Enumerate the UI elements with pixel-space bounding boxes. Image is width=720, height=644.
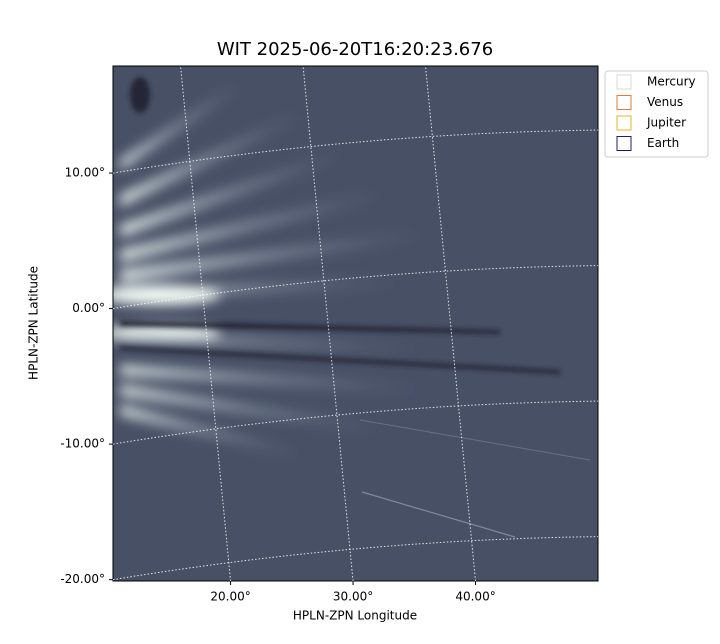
chart-title: WIT 2025-06-20T16:20:23.676 xyxy=(217,39,493,60)
y-tick-label: 10.00° xyxy=(65,166,105,180)
legend-label: Mercury xyxy=(647,75,696,89)
legend-swatch xyxy=(616,74,632,90)
grid-line xyxy=(112,265,599,310)
y-axis-label: HPLN-ZPN Latitude xyxy=(27,266,41,380)
y-tick-label: -20.00° xyxy=(60,572,105,586)
grid-line xyxy=(112,129,599,174)
legend-label: Earth xyxy=(647,136,679,150)
x-tick-label: 20.00° xyxy=(210,590,250,604)
grid-line xyxy=(180,65,232,582)
grid-line xyxy=(112,536,599,581)
x-axis-label: HPLN-ZPN Longitude xyxy=(293,609,417,623)
x-tick-label: 40.00° xyxy=(455,590,495,604)
legend-swatch xyxy=(616,115,632,131)
grid-line xyxy=(425,65,477,582)
legend-label: Venus xyxy=(647,95,683,109)
y-tick-label: -10.00° xyxy=(60,437,105,451)
axes-frame xyxy=(112,65,599,582)
legend xyxy=(604,70,709,158)
grid xyxy=(112,65,599,582)
x-tick-label: 30.00° xyxy=(333,590,373,604)
image xyxy=(113,66,598,581)
grid-line xyxy=(112,400,599,445)
legend-swatch xyxy=(616,95,632,110)
grid-line xyxy=(302,65,354,582)
legend-swatch xyxy=(616,136,632,151)
legend-label: Jupiter xyxy=(646,116,686,130)
y-tick-label: 0.00° xyxy=(72,301,105,315)
